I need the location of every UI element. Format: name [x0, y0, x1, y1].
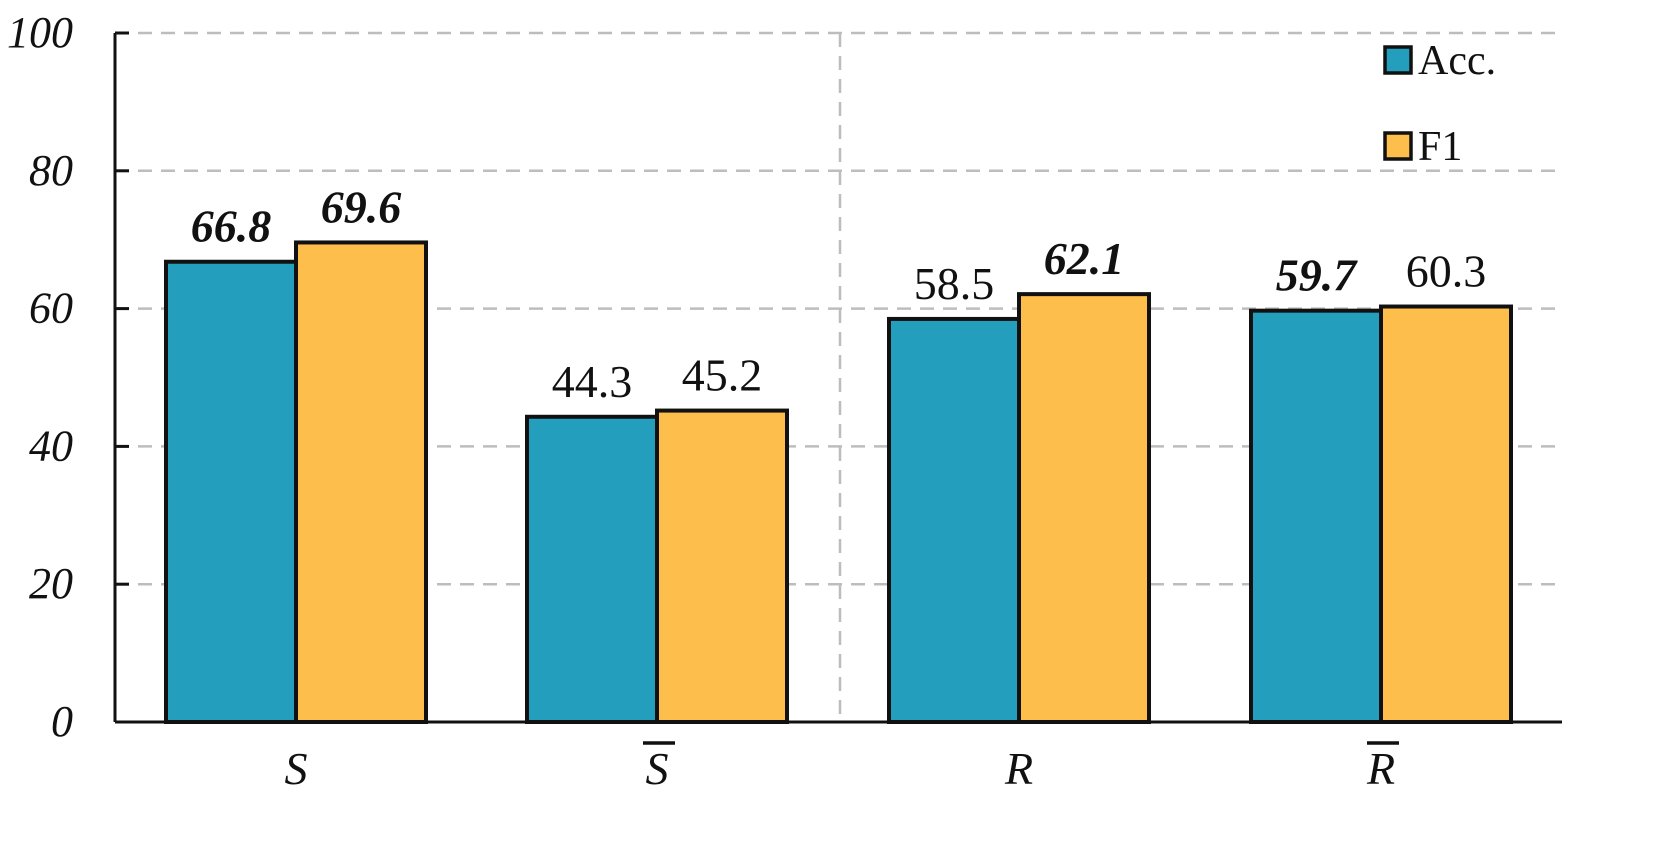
data-label: 59.7: [1276, 250, 1359, 301]
bar-f1-1: [655, 408, 789, 724]
data-label: 60.3: [1406, 246, 1487, 297]
legend: Acc. F1: [1383, 38, 1496, 170]
data-label: 44.3: [552, 356, 633, 407]
legend-swatch-f1: [1383, 131, 1413, 161]
y-tick-label: 80: [29, 146, 73, 195]
data-label: 58.5: [914, 258, 995, 309]
bar-acc-2: [887, 316, 1021, 724]
bar-acc-3: [1249, 308, 1383, 724]
bar-acc-1: [525, 414, 659, 724]
y-tick-label: 60: [29, 284, 73, 333]
bar-acc-0: [164, 259, 298, 724]
legend-swatch-acc: [1383, 45, 1413, 75]
axes: 0 20 40 60 80 100 S S R R: [7, 8, 1562, 794]
y-tick-label: 40: [29, 421, 73, 470]
x-category-label: S: [646, 743, 669, 794]
y-tick-label: 20: [29, 559, 73, 608]
bar-f1-3: [1379, 304, 1513, 724]
data-labels: 66.8 44.3 58.5 59.7 69.6 45.2 62.1 60.3: [191, 181, 1487, 406]
legend-label: Acc.: [1418, 38, 1496, 84]
bar-f1-2: [1017, 292, 1151, 724]
bar-f1-0: [294, 240, 428, 724]
data-label: 66.8: [191, 201, 272, 252]
x-category-label: R: [1004, 743, 1033, 794]
y-tick-label: 0: [51, 697, 73, 746]
data-label: 45.2: [682, 350, 763, 401]
bars: [164, 240, 1513, 724]
y-tick-label: 100: [7, 8, 73, 57]
data-label: 69.6: [321, 181, 402, 232]
x-category-label: R: [1366, 743, 1395, 794]
data-label: 62.1: [1044, 233, 1125, 284]
legend-label: F1: [1418, 124, 1462, 170]
x-category-label: S: [285, 743, 308, 794]
